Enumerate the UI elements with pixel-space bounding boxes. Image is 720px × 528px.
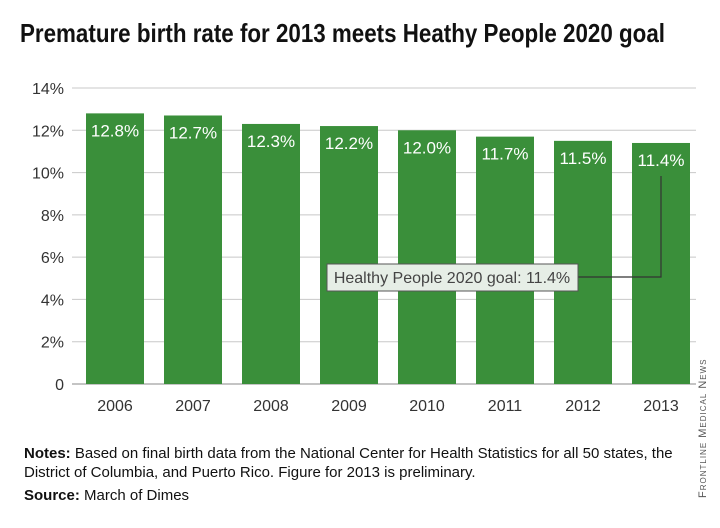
bar-value-label: 11.4% [638, 151, 685, 170]
bar [86, 113, 144, 384]
y-tick-label: 0 [55, 377, 64, 394]
bar-value-label: 12.0% [403, 138, 451, 157]
notes-label: Notes: [24, 445, 71, 462]
bar [242, 123, 300, 384]
bar [554, 140, 612, 384]
bar [164, 115, 222, 384]
notes: Notes: Based on final birth data from th… [24, 444, 696, 482]
x-tick-label: 2013 [643, 398, 679, 415]
y-axis-tick-labels: 0 2% 4% 6% 8% 10% 12% 14% [32, 81, 64, 394]
y-tick-label: 14% [32, 81, 64, 98]
bars: 12.8% 12.7% 12.3% 12.2% 12.0% 11.7% 11.5% 11.4% [86, 113, 690, 385]
x-tick-label: 2010 [409, 398, 445, 415]
bar-chart: 02%4%6%8%10%12%14% 12.8% 12.7% 12.3% 12.2% 1… [32, 81, 696, 415]
y-tick-label: 6% [41, 250, 64, 267]
x-tick-label: 2011 [488, 398, 523, 415]
y-tick-label: 2% [41, 335, 64, 352]
bar-value-label: 11.5% [560, 149, 607, 168]
credit-line: Frontline Medical News [697, 358, 709, 498]
source-label: Source: [24, 487, 80, 504]
x-tick-label: 2008 [253, 398, 289, 415]
x-tick-label: 2007 [175, 398, 211, 415]
y-tick-label: 10% [32, 166, 64, 183]
goal-annotation: Healthy People 2020 goal: 11.4% [326, 175, 662, 292]
goal-label-box [326, 263, 579, 292]
y-tick-label: 4% [41, 292, 64, 309]
source: Source: March of Dimes [24, 487, 189, 504]
chart-title: Premature birth rate for 2013 meets Heat… [20, 18, 665, 48]
bar-value-label: 12.3% [247, 132, 295, 151]
bar-value-label: 11.7% [482, 145, 529, 164]
x-tick-label: 2006 [97, 398, 133, 415]
x-tick-label: 2009 [331, 398, 367, 415]
y-tick-label: 12% [32, 123, 64, 140]
bar [398, 130, 456, 384]
bar-value-label: 12.2% [325, 134, 373, 153]
bar-value-label: 12.8% [91, 121, 139, 140]
notes-text: Based on final birth data from the Natio… [24, 445, 673, 481]
x-tick-label: 2012 [565, 398, 601, 415]
goal-label-text: Healthy People 2020 goal: 11.4% [334, 270, 570, 287]
goal-leader-line [578, 175, 662, 278]
bar-value-label: 12.7% [169, 123, 217, 142]
bar [320, 126, 378, 385]
x-axis-tick-labels: 2006 2007 2008 2009 2010 2011 2012 2013 [97, 398, 679, 415]
y-tick-label: 8% [41, 208, 64, 225]
bar [476, 136, 534, 384]
source-text: March of Dimes [84, 487, 190, 504]
